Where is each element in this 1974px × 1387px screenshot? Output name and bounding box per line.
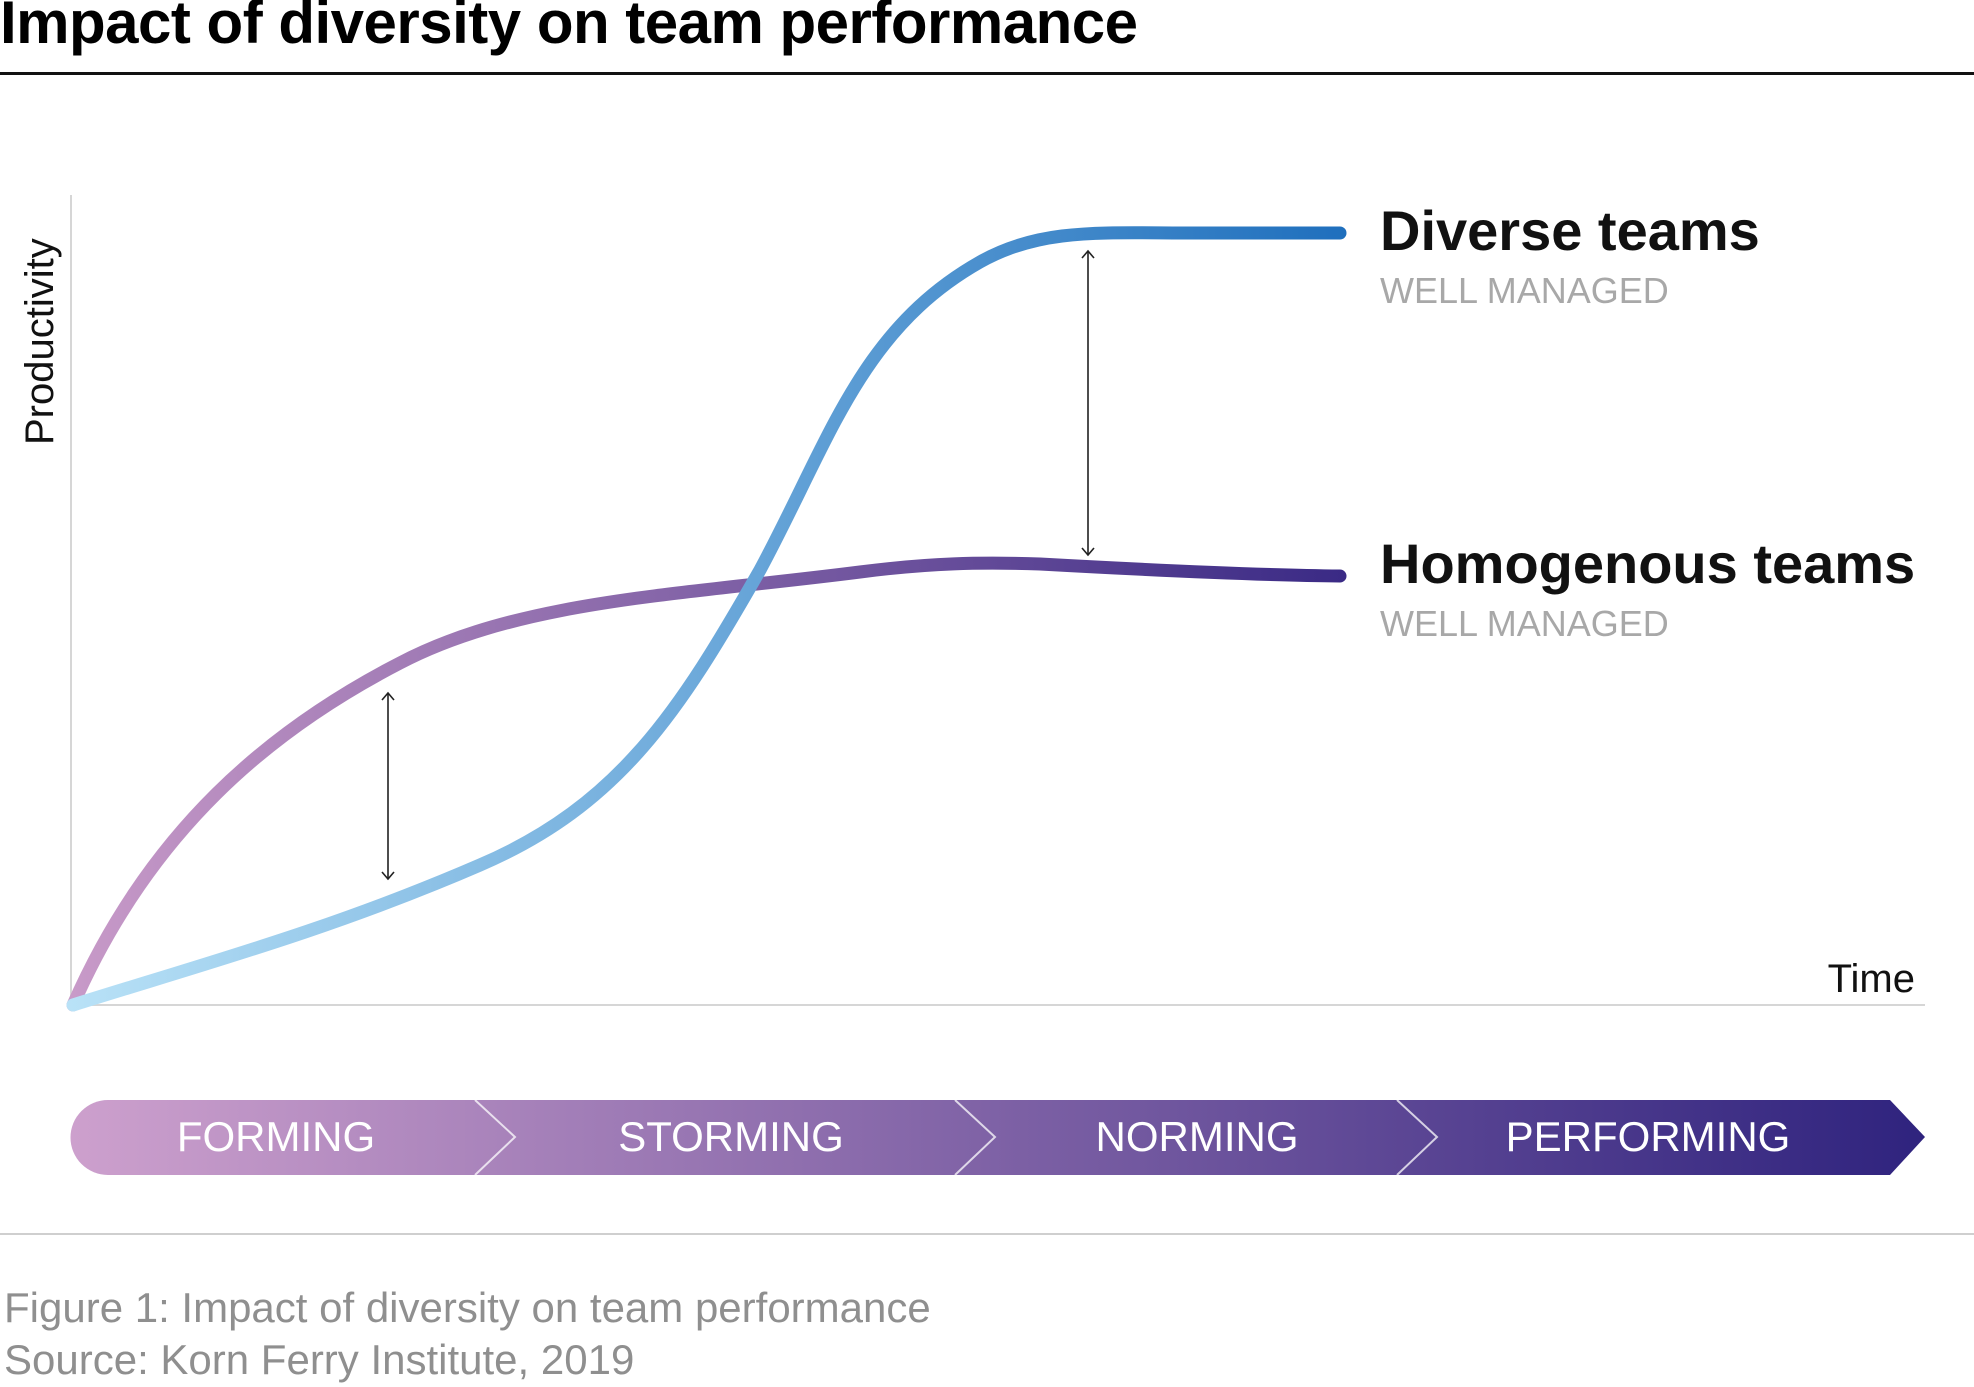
- stage-separators: [474, 1099, 1439, 1176]
- homogenous-teams-label: Homogenous teams: [1380, 532, 1915, 595]
- homogenous-teams-qualifier: WELL MANAGED: [1380, 603, 1669, 644]
- diverse-teams-curve: [66, 226, 1347, 1012]
- team-performance-diagram: Productivity Time Diverse teams WELL MAN…: [18, 195, 1926, 1176]
- stage-progress-bar: [70, 1100, 1926, 1175]
- x-axis-label: Time: [1828, 957, 1915, 1001]
- stage-storming: STORMING: [618, 1113, 844, 1160]
- late-gap-arrow: [1081, 249, 1095, 557]
- page-title: Impact of diversity on team performance: [0, 0, 1138, 56]
- diverse-teams-label: Diverse teams: [1380, 199, 1760, 262]
- stage-performing: PERFORMING: [1506, 1113, 1791, 1160]
- stage-norming: NORMING: [1096, 1113, 1299, 1160]
- early-gap-arrow: [381, 691, 395, 881]
- figure-caption: Figure 1: Impact of diversity on team pe…: [4, 1284, 931, 1331]
- caption-divider: [0, 1233, 1974, 1235]
- stage-forming: FORMING: [177, 1113, 375, 1160]
- homogenous-teams-curve: [66, 556, 1347, 1012]
- y-axis-label: Productivity: [18, 238, 62, 445]
- diverse-teams-qualifier: WELL MANAGED: [1380, 270, 1669, 311]
- title-divider: [0, 72, 1974, 75]
- source-note: Source: Korn Ferry Institute, 2019: [4, 1336, 635, 1383]
